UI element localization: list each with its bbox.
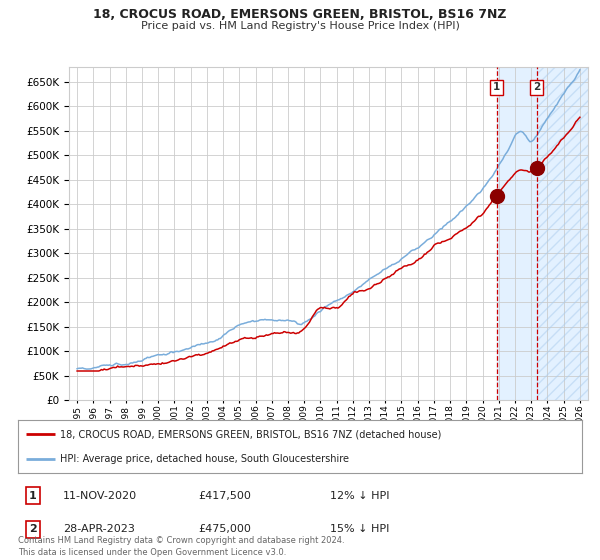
Text: HPI: Average price, detached house, South Gloucestershire: HPI: Average price, detached house, Sout… bbox=[60, 454, 349, 464]
Text: 12% ↓ HPI: 12% ↓ HPI bbox=[330, 491, 389, 501]
Text: 18, CROCUS ROAD, EMERSONS GREEN, BRISTOL, BS16 7NZ (detached house): 18, CROCUS ROAD, EMERSONS GREEN, BRISTOL… bbox=[60, 430, 442, 440]
Point bbox=[492, 192, 502, 200]
Text: 15% ↓ HPI: 15% ↓ HPI bbox=[330, 524, 389, 534]
Text: £417,500: £417,500 bbox=[198, 491, 251, 501]
Text: Price paid vs. HM Land Registry's House Price Index (HPI): Price paid vs. HM Land Registry's House … bbox=[140, 21, 460, 31]
Point bbox=[532, 163, 541, 172]
Text: 2: 2 bbox=[533, 82, 540, 92]
Text: £475,000: £475,000 bbox=[198, 524, 251, 534]
Text: 1: 1 bbox=[493, 82, 500, 92]
Bar bbox=[497, 67, 596, 400]
Text: 18, CROCUS ROAD, EMERSONS GREEN, BRISTOL, BS16 7NZ: 18, CROCUS ROAD, EMERSONS GREEN, BRISTOL… bbox=[93, 8, 507, 21]
Text: 1: 1 bbox=[29, 491, 37, 501]
Text: Contains HM Land Registry data © Crown copyright and database right 2024.
This d: Contains HM Land Registry data © Crown c… bbox=[18, 536, 344, 557]
Text: 11-NOV-2020: 11-NOV-2020 bbox=[63, 491, 137, 501]
Text: 28-APR-2023: 28-APR-2023 bbox=[63, 524, 135, 534]
Bar bbox=[536, 67, 596, 400]
Text: 2: 2 bbox=[29, 524, 37, 534]
